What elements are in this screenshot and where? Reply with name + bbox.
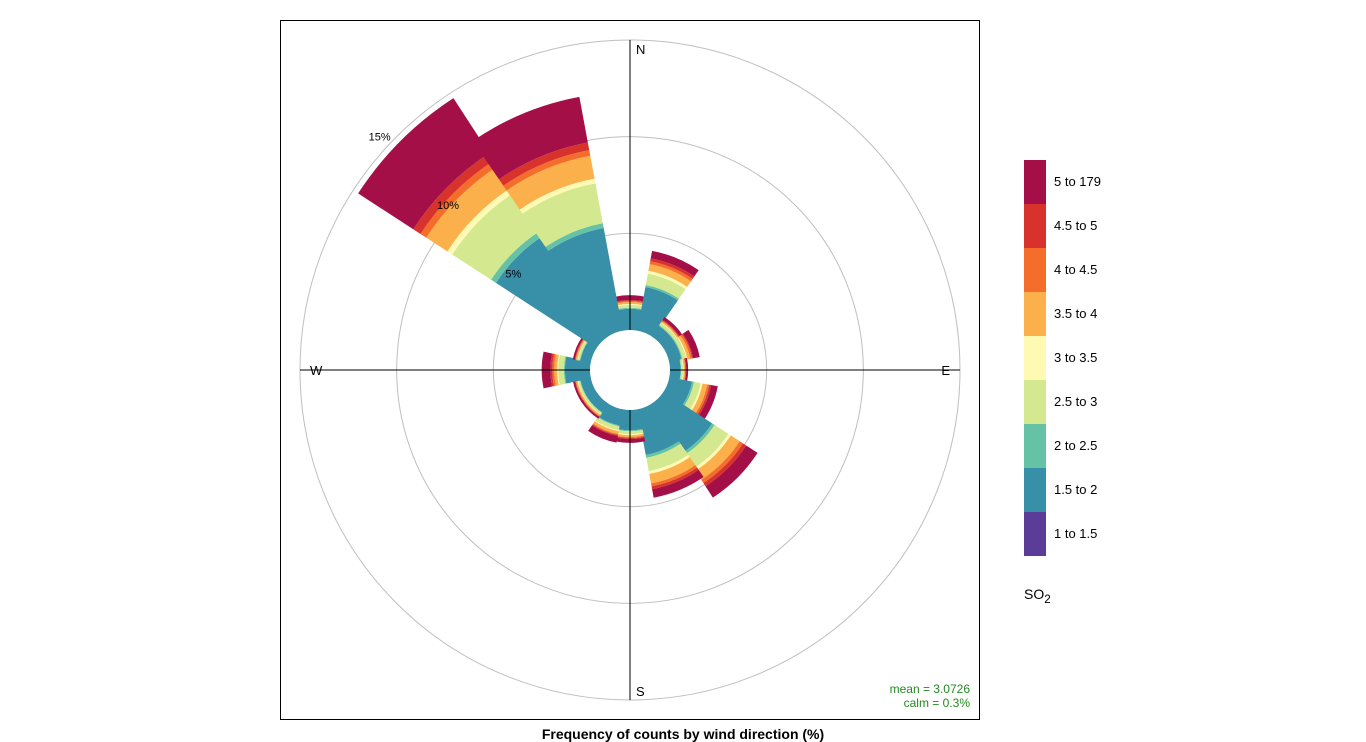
legend-swatch	[1024, 380, 1046, 424]
compass-w: W	[310, 363, 323, 378]
legend-label: 1 to 1.5	[1054, 527, 1097, 540]
legend-swatch	[1024, 424, 1046, 468]
legend-label: 4.5 to 5	[1054, 219, 1097, 232]
mean-label: mean = 3.0726	[860, 682, 970, 696]
legend-label: 3 to 3.5	[1054, 351, 1097, 364]
ring-label: 10%	[437, 200, 459, 212]
compass-s: S	[636, 684, 645, 699]
calm-label: calm = 0.3%	[860, 696, 970, 710]
legend-swatch	[1024, 248, 1046, 292]
ring-label: 15%	[369, 132, 391, 144]
legend-label: 5 to 179	[1054, 175, 1101, 188]
ring-label: 5%	[505, 268, 521, 280]
compass-e: E	[941, 363, 950, 378]
legend-label: 1.5 to 2	[1054, 483, 1097, 496]
legend-swatch	[1024, 336, 1046, 380]
stats-annotation: mean = 3.0726 calm = 0.3%	[860, 682, 970, 710]
legend-swatch	[1024, 468, 1046, 512]
legend-swatch	[1024, 292, 1046, 336]
legend: 5 to 1794.5 to 54 to 4.53.5 to 43 to 3.5…	[1024, 160, 1051, 606]
legend-label: 3.5 to 4	[1054, 307, 1097, 320]
compass-n: N	[636, 42, 645, 57]
legend-swatch	[1024, 160, 1046, 204]
legend-label: 2 to 2.5	[1054, 439, 1097, 452]
legend-swatch	[1024, 204, 1046, 248]
legend-title: SO2	[1024, 586, 1051, 606]
chart-caption: Frequency of counts by wind direction (%…	[0, 726, 1366, 742]
wind-rose-chart: 5% 10% 15% N E S W	[280, 20, 980, 720]
legend-label: 4 to 4.5	[1054, 263, 1097, 276]
legend-swatch	[1024, 512, 1046, 556]
legend-label: 2.5 to 3	[1054, 395, 1097, 408]
